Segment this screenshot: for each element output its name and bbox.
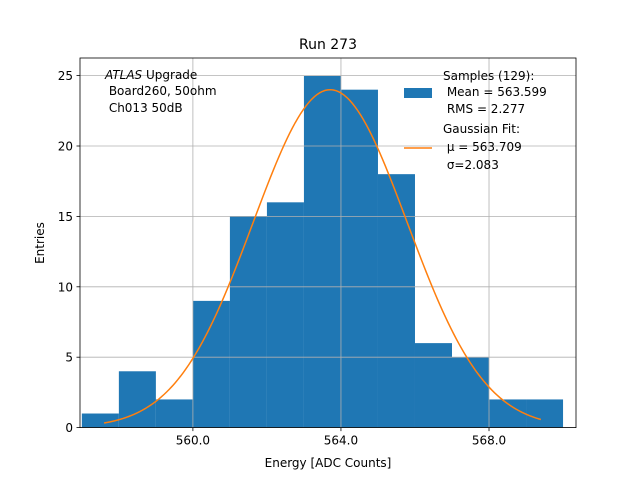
histogram-bar — [340, 89, 378, 428]
legend-histogram-line2: Mean = 563.599 — [443, 85, 547, 99]
histogram-bar — [414, 343, 452, 428]
x-tick-label: 568.0 — [472, 434, 506, 448]
board-label: Board260, 50ohm — [105, 84, 217, 98]
histogram-bar — [266, 202, 304, 428]
histogram-bar — [229, 216, 267, 428]
atlas-annotation: ATLAS Upgrade Board260, 50ohm Ch013 50dB — [104, 68, 217, 115]
legend-fit-line2: μ = 563.709 — [443, 140, 522, 154]
legend-histogram-line1: Samples (129): — [443, 69, 534, 83]
atlas-label: ATLAS — [104, 68, 143, 82]
upgrade-label: Upgrade — [142, 68, 197, 82]
legend-fit-line1: Gaussian Fit: — [443, 122, 520, 136]
histogram-bar — [452, 357, 490, 428]
x-tick-label: 564.0 — [324, 434, 358, 448]
x-axis-label: Energy [ADC Counts] — [265, 456, 392, 470]
y-axis-label: Entries — [33, 222, 47, 264]
x-tick-label: 560.0 — [176, 434, 210, 448]
histogram-bar — [155, 399, 193, 428]
histogram-bar — [118, 371, 156, 428]
channel-label: Ch013 50dB — [105, 101, 183, 115]
y-tick-label: 15 — [58, 210, 73, 224]
histogram-bar — [192, 300, 230, 428]
gaussian-fit-curve — [103, 88, 542, 424]
legend-histogram-swatch — [404, 88, 432, 98]
legend-histogram-line3: RMS = 2.277 — [443, 102, 525, 116]
y-tick-label: 5 — [65, 351, 73, 365]
y-tick-label: 20 — [58, 140, 73, 154]
legend-fit-line3: σ=2.083 — [443, 158, 499, 172]
chart-title: Run 273 — [299, 37, 357, 53]
plot-frame — [79, 57, 577, 429]
histogram-bar — [377, 174, 415, 428]
axis-ticks: 560.0 564.0 568.0 0 5 10 15 20 25 — [58, 69, 506, 448]
y-tick-label: 10 — [58, 280, 73, 294]
legend: Samples (129): Mean = 563.599 RMS = 2.27… — [404, 69, 547, 172]
histogram-bar — [526, 399, 564, 428]
y-tick-label: 0 — [65, 421, 73, 435]
svg-text:ATLAS Upgrade: ATLAS Upgrade — [104, 68, 197, 82]
histogram-bar — [303, 75, 341, 428]
histogram-bar — [81, 413, 119, 428]
y-tick-label: 25 — [58, 69, 73, 83]
